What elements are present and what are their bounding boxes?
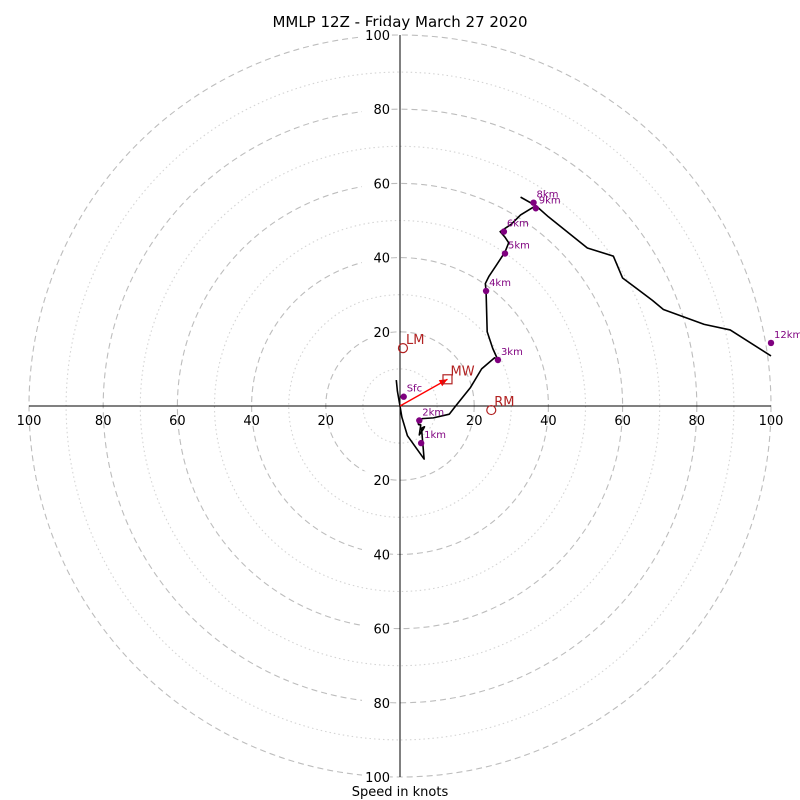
- storm-motion-markers: LM MW RM: [397, 333, 515, 416]
- height-marker-label: Sfc: [407, 384, 422, 395]
- height-marker-dot: [500, 228, 508, 235]
- x-tick-label: 20: [318, 414, 335, 429]
- y-tick-label-background: [362, 26, 390, 42]
- y-tick-label: 100: [365, 771, 390, 786]
- height-marker-dot: [530, 199, 537, 206]
- height-marker-dot: [400, 393, 407, 400]
- axis-tick-labels: 100 100 80 80 60 60 40 40 20 20 20 20 40 40 60 60 80 80 10…: [17, 26, 784, 786]
- y-tick-label-background: [362, 693, 390, 710]
- height-marker-label: 2km: [422, 407, 444, 418]
- x-tick-label: 20: [466, 414, 483, 429]
- y-tick-label: 80: [373, 697, 390, 712]
- x-tick-label: 40: [243, 414, 260, 429]
- height-marker-label: 6km: [507, 219, 529, 230]
- height-marker-label: 8km: [537, 190, 559, 201]
- chart-title: MMLP 12Z - Friday March 27 2020: [272, 13, 527, 31]
- height-marker-dot: [767, 339, 775, 347]
- x-tick-label: 100: [17, 414, 42, 429]
- x-tick-label: 80: [689, 414, 706, 429]
- storm-motion-label: LM: [406, 333, 424, 348]
- y-tick-label-background: [362, 322, 390, 339]
- y-tick-label: 60: [373, 177, 390, 192]
- y-tick-label-background: [362, 768, 390, 784]
- storm-motion-label: MW: [450, 364, 474, 379]
- height-marker-label: 5km: [508, 241, 530, 252]
- hodograph-trace: [395, 196, 772, 460]
- x-tick-label: 100: [759, 414, 784, 429]
- hodograph-line: [395, 204, 772, 460]
- height-marker-label: 12km: [774, 330, 800, 341]
- height-marker-dot: [532, 205, 539, 212]
- storm-motion-circle-marker: [397, 343, 409, 354]
- height-marker-label: 4km: [489, 278, 511, 289]
- y-tick-label-background: [362, 545, 390, 562]
- storm-motion-label: RM: [494, 395, 514, 410]
- y-tick-label-background: [362, 174, 390, 191]
- x-tick-label: 60: [169, 414, 186, 429]
- y-tick-label: 100: [365, 29, 390, 44]
- y-tick-label: 60: [373, 623, 390, 638]
- height-marker-label: 3km: [501, 347, 523, 358]
- height-marker-dot: [494, 356, 502, 364]
- y-tick-label-background: [362, 100, 390, 117]
- height-marker-dot: [501, 250, 509, 257]
- y-tick-label-background: [362, 248, 390, 265]
- mean-wind-arrow: [399, 378, 448, 407]
- x-tick-label: 40: [540, 414, 557, 429]
- y-tick-label: 40: [373, 548, 390, 563]
- x-tick-label: 80: [95, 414, 112, 429]
- height-marker-label: 9km: [539, 195, 561, 206]
- height-marker-dot: [416, 417, 423, 424]
- x-tick-label: 60: [614, 414, 631, 429]
- height-marker-label: 1km: [424, 430, 446, 441]
- y-tick-label-background: [362, 619, 390, 636]
- y-tick-label-background: [362, 471, 390, 488]
- y-tick-label: 20: [373, 474, 390, 489]
- x-axis-label: Speed in knots: [352, 785, 449, 800]
- y-tick-label: 80: [373, 103, 390, 118]
- height-marker-dot: [482, 287, 490, 295]
- y-tick-label: 20: [373, 326, 390, 341]
- y-tick-label: 40: [373, 252, 390, 267]
- storm-motion-circle-marker: [486, 404, 497, 416]
- storm-motion-square-marker: [442, 374, 453, 385]
- height-marker-dot: [417, 439, 425, 447]
